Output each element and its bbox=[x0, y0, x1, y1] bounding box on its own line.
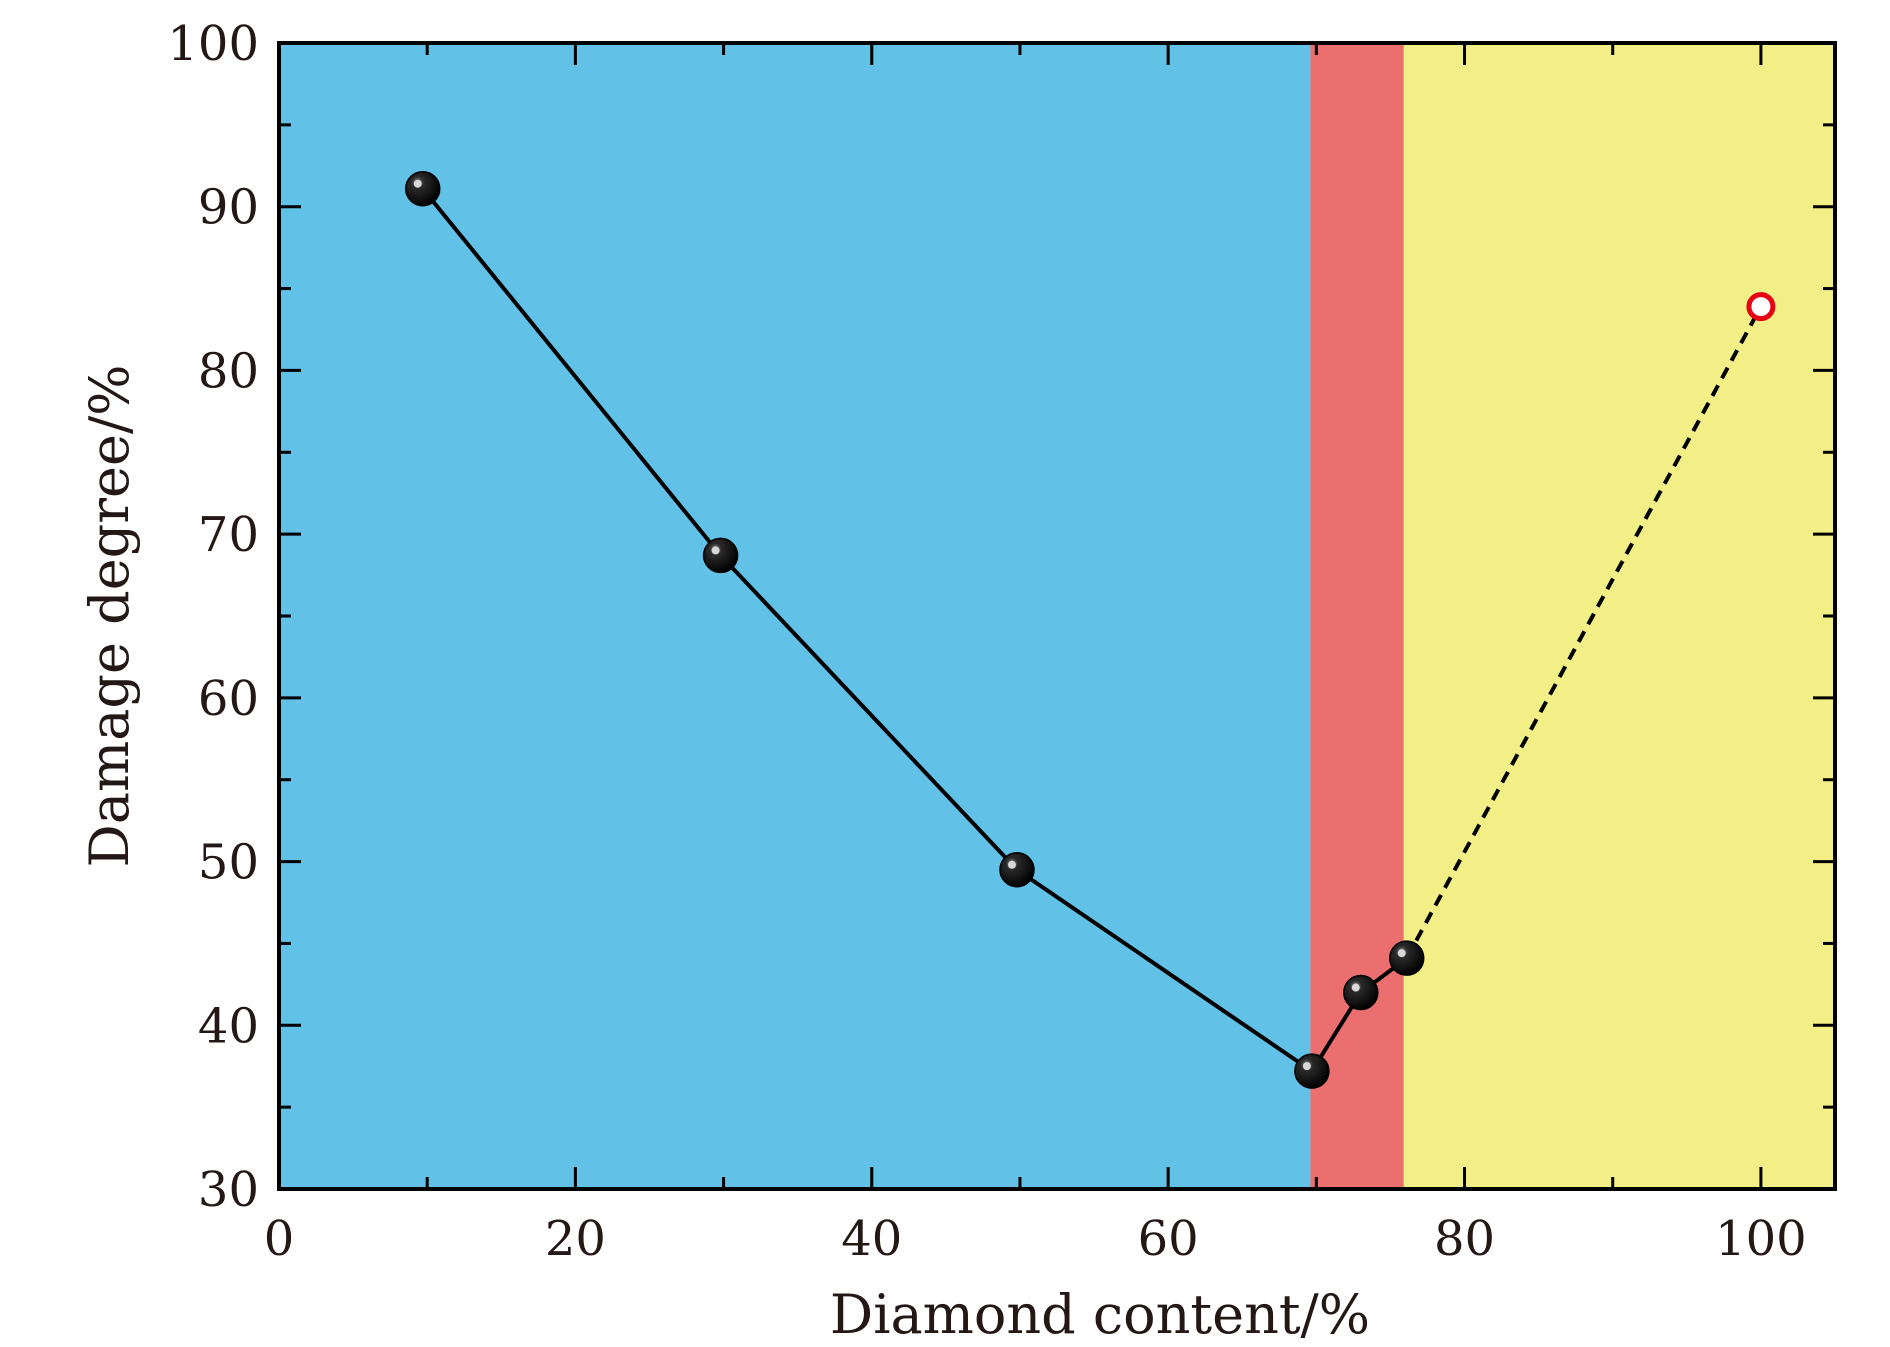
x-tick-label: 20 bbox=[545, 1211, 606, 1267]
y-tick-label: 90 bbox=[198, 180, 259, 236]
data-point-highlight bbox=[1397, 949, 1406, 958]
dashed-extrapolation-line bbox=[1404, 305, 1763, 960]
predicted-point bbox=[1746, 292, 1776, 322]
data-point-highlight bbox=[1302, 1062, 1311, 1071]
y-tick-label: 100 bbox=[167, 16, 259, 72]
x-tick-label: 60 bbox=[1138, 1211, 1199, 1267]
x-tick-label: 80 bbox=[1434, 1211, 1495, 1267]
data-point bbox=[702, 537, 739, 574]
region-band-0 bbox=[279, 43, 1311, 1189]
plot-frame bbox=[277, 41, 1837, 1191]
data-point-highlight bbox=[413, 179, 422, 188]
y-tick-label: 70 bbox=[198, 507, 259, 563]
data-point-highlight bbox=[1007, 860, 1016, 869]
region-band-1 bbox=[1310, 43, 1404, 1189]
data-point-highlight bbox=[1351, 983, 1360, 992]
y-tick-label: 30 bbox=[198, 1162, 259, 1218]
data-point-highlight bbox=[711, 546, 720, 555]
x-tick-label: 100 bbox=[1715, 1211, 1807, 1267]
y-tick-label: 50 bbox=[198, 835, 259, 891]
y-axis-title: Damage degree/% bbox=[78, 365, 141, 868]
data-point bbox=[1294, 1053, 1330, 1089]
data-point bbox=[1343, 974, 1379, 1011]
tick-labels-layer: 0 20 40 60 80 100 30 40 50 60 70 80 90 100 bbox=[167, 16, 1806, 1267]
y-tick-label: 60 bbox=[198, 671, 259, 727]
x-tick-label: 0 bbox=[264, 1211, 295, 1267]
y-tick-label: 40 bbox=[198, 998, 259, 1054]
data-point bbox=[404, 170, 441, 207]
x-tick-label: 40 bbox=[841, 1211, 902, 1267]
data-point bbox=[999, 852, 1035, 888]
regions-layer bbox=[279, 43, 1835, 1189]
y-tick-label: 80 bbox=[198, 343, 259, 399]
markers-layer bbox=[404, 170, 1776, 1089]
region-band-2 bbox=[1403, 43, 1835, 1189]
x-axis-title: Diamond content/% bbox=[830, 1283, 1370, 1346]
data-point bbox=[1388, 940, 1425, 976]
